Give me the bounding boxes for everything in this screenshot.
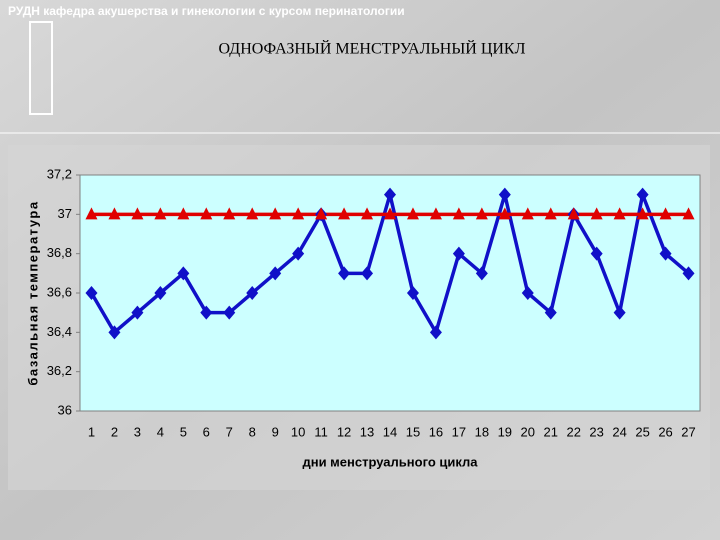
triangle-marker [154,207,167,220]
y-tick-label: 37,2 [47,166,72,181]
x-tick-label: 1 [88,424,95,439]
diamond-marker [338,266,351,281]
x-tick-label: 10 [291,424,305,439]
triangle-marker [223,207,236,220]
triangle-marker [544,207,557,220]
y-axis-label: базальная температура [25,200,40,385]
x-tick-label: 26 [658,424,672,439]
x-tick-label: 6 [203,424,210,439]
triangle-marker [682,207,695,220]
diamond-marker [429,325,442,340]
triangle-marker [85,207,98,220]
x-tick-label: 12 [337,424,351,439]
triangle-marker [246,207,259,220]
x-tick-label: 16 [429,424,443,439]
diamond-marker [246,286,259,300]
decor [29,21,53,115]
triangle-marker [659,207,672,220]
triangle-marker [361,207,374,220]
diamond-marker [682,266,695,281]
y-tick-label: 36,4 [47,324,72,339]
x-tick-label: 4 [157,424,164,439]
diamond-marker [613,305,626,320]
diamond-marker [154,286,167,300]
diamond-marker [406,286,419,300]
diamond-marker [361,266,374,281]
chart-title: ОДНОФАЗНЫЙ МЕНСТРУАЛЬНЫЙ ЦИКЛ [219,39,526,58]
diamond-marker [544,305,557,320]
y-tick-label: 36 [58,402,72,417]
diamond-marker [384,187,396,202]
x-tick-label: 3 [134,424,141,439]
triangle-marker [384,207,396,220]
x-tick-label: 24 [612,424,626,439]
x-tick-label: 14 [383,424,397,439]
diamond-marker [200,305,213,320]
x-tick-label: 20 [521,424,535,439]
x-tick-label: 25 [635,424,649,439]
triangle-marker [406,207,419,220]
x-tick-label: 7 [226,424,233,439]
triangle-marker [292,207,305,220]
diamond-marker [498,187,511,202]
y-tick-label: 37 [58,206,72,221]
triangle-marker [567,207,580,220]
triangle-marker [636,207,649,220]
header: РУДН кафедра акушерства и гинекологии с … [8,4,405,18]
x-tick-label: 11 [314,424,328,439]
y-tick-label: 36,8 [47,245,72,260]
triangle-marker [315,207,328,220]
triangle-marker [200,207,213,220]
x-tick-label: 13 [360,424,374,439]
triangle-marker [131,207,144,220]
diamond-marker [269,266,282,281]
x-tick-label: 23 [589,424,603,439]
triangle-marker [108,207,121,220]
y-tick-label: 36,6 [47,284,72,299]
diamond-marker [659,246,672,261]
triangle-marker [452,207,465,220]
triangle-marker [498,207,511,220]
diamond-marker [475,266,488,281]
diamond-marker [452,246,465,261]
x-tick-label: 22 [566,424,580,439]
x-tick-label: 8 [249,424,256,439]
diamond-marker [108,325,121,340]
x-tick-label: 5 [180,424,187,439]
diamond-marker [636,187,649,202]
x-tick-label: 21 [544,424,558,439]
diamond-marker [223,305,236,320]
triangle-marker [429,207,442,220]
triangle-marker [177,207,190,220]
diamond-marker [85,286,98,300]
triangle-marker [521,207,534,220]
x-tick-label: 27 [681,424,695,439]
x-axis-label: дни менструального цикла [302,454,478,469]
diamond-marker [292,246,305,261]
diamond-marker [590,246,603,261]
triangle-marker [269,207,282,220]
x-tick-label: 2 [111,424,118,439]
diamond-marker [521,286,534,300]
diamond-marker [177,266,190,281]
x-tick-label: 9 [272,424,279,439]
y-tick-label: 36,2 [47,363,72,378]
x-tick-label: 15 [406,424,420,439]
x-tick-label: 17 [452,424,466,439]
triangle-marker [613,207,626,220]
x-tick-label: 19 [498,424,512,439]
triangle-marker [338,207,351,220]
triangle-marker [475,207,488,220]
diamond-marker [131,305,144,320]
x-tick-label: 18 [475,424,489,439]
triangle-marker [590,207,603,220]
